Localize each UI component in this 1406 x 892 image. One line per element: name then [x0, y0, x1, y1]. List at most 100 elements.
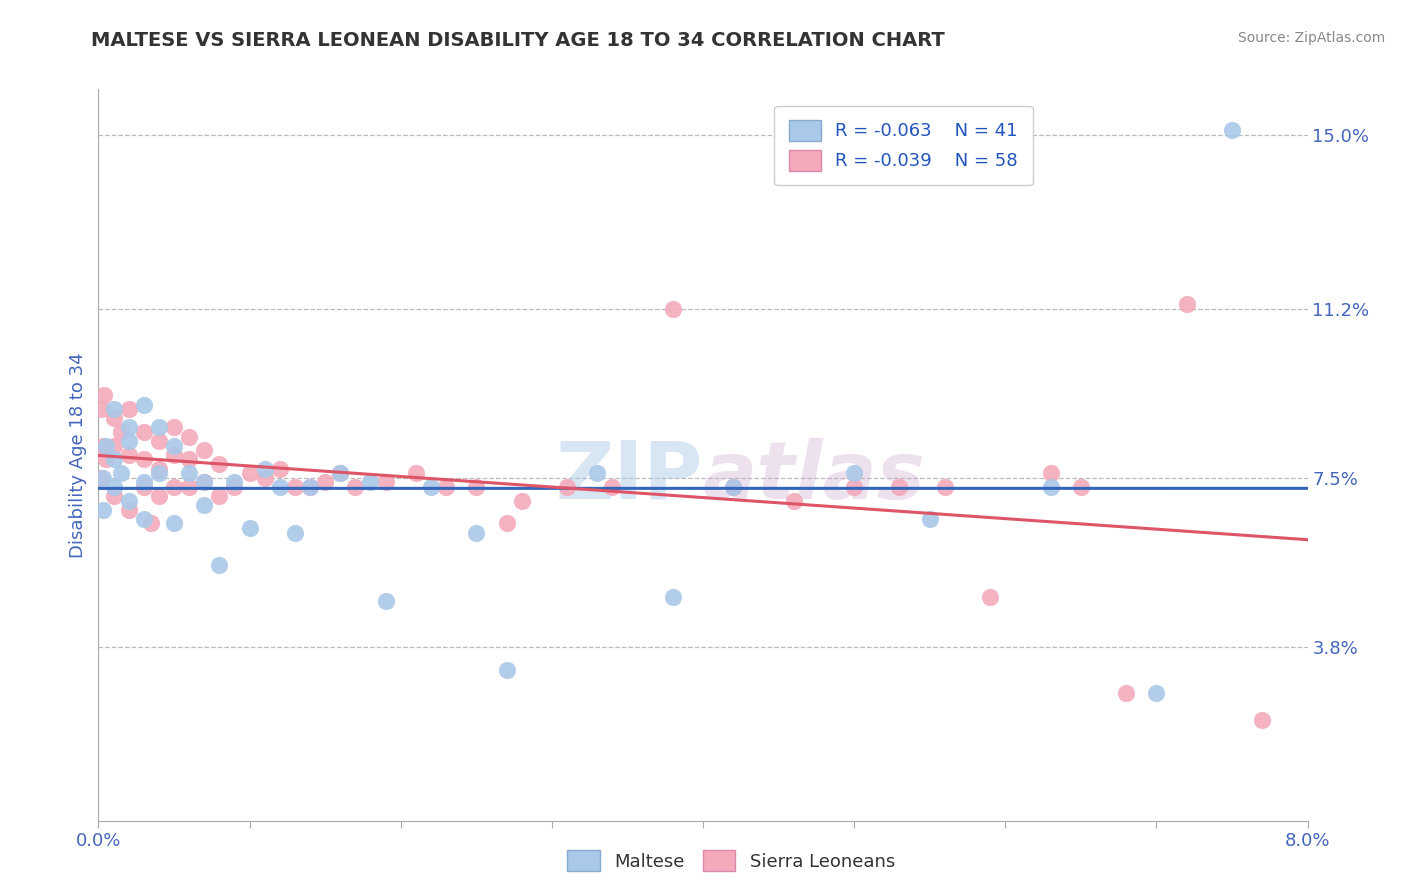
Point [253, 461, 276, 475]
Point [132, 475, 155, 490]
Point [465, 525, 488, 540]
Point [661, 301, 683, 316]
Point [132, 398, 155, 412]
Point [344, 480, 367, 494]
Point [163, 448, 186, 462]
Point [723, 480, 745, 494]
Point [329, 467, 352, 481]
Point [374, 475, 396, 490]
Point [94, 439, 117, 453]
Point [93, 388, 115, 402]
Text: MALTESE VS SIERRA LEONEAN DISABILITY AGE 18 TO 34 CORRELATION CHART: MALTESE VS SIERRA LEONEAN DISABILITY AGE… [91, 31, 945, 50]
Point [103, 480, 125, 494]
Point [1251, 713, 1274, 727]
Point [148, 467, 170, 481]
Text: Source: ZipAtlas.com: Source: ZipAtlas.com [1237, 31, 1385, 45]
Point [1175, 297, 1198, 311]
Point [783, 493, 806, 508]
Point [555, 480, 578, 494]
Point [110, 467, 132, 481]
Point [193, 475, 215, 490]
Point [1146, 686, 1168, 700]
Point [193, 475, 215, 490]
Point [208, 489, 231, 503]
Point [148, 489, 170, 503]
Point [1039, 480, 1062, 494]
Point [495, 516, 517, 531]
Point [269, 461, 291, 475]
Point [118, 448, 141, 462]
Point [1070, 480, 1092, 494]
Point [844, 480, 866, 494]
Point [90, 402, 112, 417]
Point [148, 461, 170, 475]
Point [239, 467, 262, 481]
Point [723, 480, 745, 494]
Point [163, 480, 186, 494]
Point [208, 457, 231, 471]
Legend: R = -0.063    N = 41, R = -0.039    N = 58: R = -0.063 N = 41, R = -0.039 N = 58 [775, 105, 1032, 186]
Point [465, 480, 488, 494]
Point [103, 489, 125, 503]
Point [405, 467, 427, 481]
Point [510, 493, 533, 508]
Point [103, 402, 125, 417]
Point [91, 439, 114, 453]
Point [934, 480, 956, 494]
Point [299, 480, 322, 494]
Point [979, 590, 1001, 604]
Point [586, 467, 609, 481]
Point [118, 402, 141, 417]
Point [360, 475, 382, 490]
Text: atlas: atlas [703, 438, 925, 516]
Point [103, 411, 125, 425]
Point [889, 480, 911, 494]
Point [148, 434, 170, 449]
Point [90, 471, 112, 485]
Point [193, 443, 215, 458]
Point [163, 516, 186, 531]
Point [148, 420, 170, 434]
Point [495, 663, 517, 677]
Point [208, 558, 231, 572]
Point [94, 452, 117, 467]
Text: ZIP: ZIP [555, 438, 703, 516]
Point [110, 425, 132, 439]
Point [284, 525, 307, 540]
Point [103, 439, 125, 453]
Point [163, 420, 186, 434]
Point [329, 467, 352, 481]
Point [1220, 123, 1243, 137]
Point [374, 594, 396, 608]
Point [602, 480, 624, 494]
Point [1115, 686, 1137, 700]
Point [299, 480, 322, 494]
Point [918, 512, 941, 526]
Point [434, 480, 457, 494]
Point [224, 480, 246, 494]
Point [118, 434, 141, 449]
Point [141, 516, 163, 531]
Point [844, 467, 866, 481]
Point [132, 512, 155, 526]
Point [132, 425, 155, 439]
Point [179, 452, 201, 467]
Point [118, 503, 141, 517]
Point [132, 480, 155, 494]
Point [193, 498, 215, 512]
Point [284, 480, 307, 494]
Point [118, 420, 141, 434]
Point [91, 503, 114, 517]
Point [420, 480, 443, 494]
Point [224, 475, 246, 490]
Point [253, 471, 276, 485]
Point [179, 480, 201, 494]
Point [179, 430, 201, 444]
Point [661, 590, 683, 604]
Point [91, 471, 114, 485]
Y-axis label: Disability Age 18 to 34: Disability Age 18 to 34 [69, 352, 87, 558]
Point [269, 480, 291, 494]
Point [103, 452, 125, 467]
Point [179, 467, 201, 481]
Point [118, 493, 141, 508]
